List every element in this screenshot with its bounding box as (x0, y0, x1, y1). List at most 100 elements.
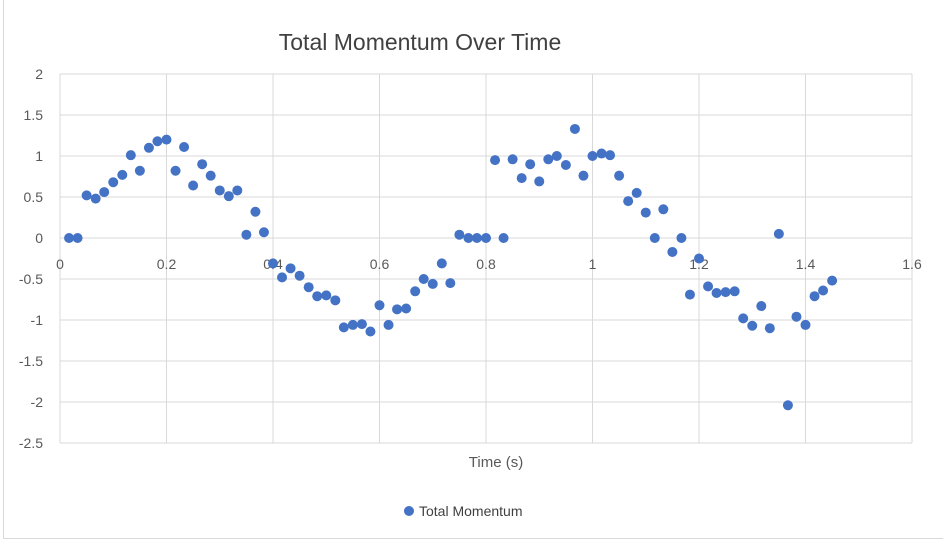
legend-marker-icon (404, 506, 414, 516)
data-point (543, 154, 554, 165)
data-point (81, 190, 92, 201)
data-point (365, 326, 376, 337)
data-point (205, 170, 216, 181)
data-point (436, 258, 447, 269)
data-point (756, 301, 767, 312)
data-point (560, 160, 571, 171)
data-point (658, 204, 669, 215)
data-point (223, 191, 234, 202)
data-point (117, 169, 128, 180)
legend: Total Momentum (404, 503, 522, 519)
data-point (631, 187, 642, 198)
data-point (791, 311, 802, 322)
y-tick-label: -1 (31, 312, 44, 328)
data-point (596, 148, 607, 159)
data-point (108, 177, 119, 188)
data-point (383, 319, 394, 330)
data-point (90, 193, 101, 204)
data-point (418, 274, 429, 284)
data-point (125, 150, 136, 161)
data-point (507, 154, 518, 165)
data-point (410, 286, 421, 297)
data-point (640, 207, 651, 218)
data-point (703, 281, 714, 292)
data-point (277, 272, 288, 283)
y-tick-label: -1.5 (19, 353, 43, 369)
data-point (268, 258, 278, 269)
x-tick-label: 1.2 (689, 256, 709, 272)
data-point (356, 319, 367, 330)
data-point (827, 275, 838, 286)
data-point (773, 228, 784, 239)
x-axis-title: Time (s) (469, 454, 523, 471)
data-point (738, 313, 749, 324)
data-point (614, 170, 625, 181)
data-point (143, 142, 154, 153)
data-point (605, 150, 616, 161)
data-point (551, 151, 562, 161)
data-point (490, 155, 501, 166)
data-point (809, 291, 820, 302)
data-point (347, 319, 358, 330)
data-point (170, 165, 181, 176)
data-point (587, 151, 598, 161)
data-point (338, 322, 349, 333)
data-point (72, 233, 83, 243)
data-point (667, 246, 678, 257)
data-point (729, 286, 740, 297)
data-point (152, 136, 163, 147)
data-point (258, 227, 269, 238)
data-point (312, 291, 323, 302)
data-point (720, 287, 731, 298)
data-point (250, 206, 261, 217)
data-point (179, 141, 190, 152)
data-point (401, 303, 412, 314)
y-tick-label: -2.5 (19, 435, 43, 451)
data-point (649, 233, 660, 243)
data-point (161, 134, 172, 145)
y-tick-label: 1 (35, 148, 43, 164)
chart-frame (3, 0, 943, 539)
data-point (64, 233, 75, 243)
data-point (694, 253, 704, 264)
x-tick-label: 0 (56, 256, 64, 272)
data-point (516, 173, 527, 184)
y-tick-label: 0 (35, 230, 43, 246)
data-point (232, 185, 243, 196)
data-point (569, 123, 580, 134)
data-point (214, 185, 225, 196)
data-point (330, 295, 341, 306)
data-point (321, 290, 332, 301)
data-point (623, 196, 634, 207)
data-point (578, 170, 589, 181)
data-point (374, 300, 385, 311)
data-point (241, 229, 252, 240)
data-point (188, 180, 199, 191)
data-point (534, 176, 545, 187)
data-point (294, 270, 305, 281)
data-point (764, 323, 775, 334)
data-point (676, 233, 687, 243)
data-point (498, 233, 509, 243)
y-tick-label: -2 (31, 394, 44, 410)
data-point (782, 400, 793, 411)
data-point (134, 165, 145, 176)
data-point (285, 263, 296, 274)
data-point (471, 233, 482, 243)
data-point (463, 233, 474, 243)
y-tick-label: 2 (35, 66, 43, 82)
x-tick-label: 1.4 (796, 256, 816, 272)
data-point (392, 304, 403, 315)
x-tick-label: 1.6 (902, 256, 922, 272)
x-tick-label: 0.2 (157, 256, 177, 272)
data-point (525, 159, 536, 170)
x-tick-label: 0.8 (476, 256, 496, 272)
legend-label: Total Momentum (419, 503, 523, 519)
y-tick-label: -0.5 (19, 271, 43, 287)
data-point (303, 282, 314, 293)
y-tick-label: 1.5 (24, 107, 44, 123)
data-point (684, 289, 695, 300)
data-point (197, 159, 208, 170)
data-point (747, 320, 758, 331)
